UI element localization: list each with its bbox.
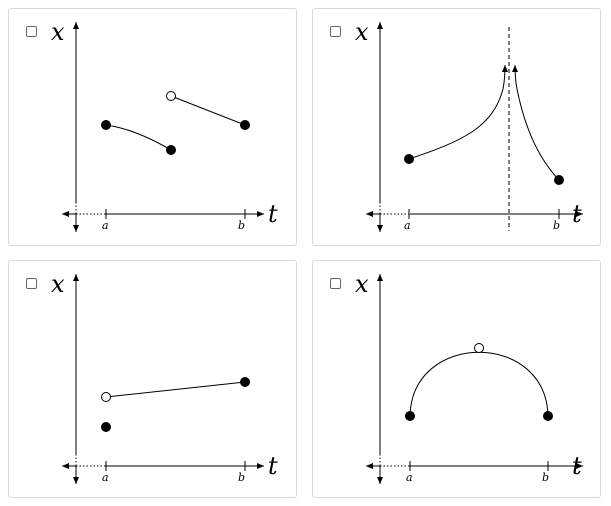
answer-option-d[interactable]: a b x t <box>312 260 601 498</box>
filled-point <box>554 175 564 185</box>
open-point <box>101 392 111 402</box>
filled-point <box>240 377 250 387</box>
y-axis-label: x <box>51 18 65 46</box>
graph-b: a b x t <box>355 18 583 232</box>
curve-right <box>512 64 560 181</box>
tick-b-label: b <box>542 471 549 484</box>
segment-1 <box>105 124 172 151</box>
x-axis-label: t <box>572 200 582 228</box>
answer-option-b[interactable]: a b x t <box>312 8 601 246</box>
x-axis-label: t <box>572 452 582 480</box>
filled-point <box>166 145 176 155</box>
y-axis-label: x <box>355 270 369 298</box>
option-a-checkbox[interactable] <box>26 26 37 37</box>
x-axis-label: t <box>268 452 278 480</box>
graph-d: a b x t <box>355 270 583 484</box>
filled-point <box>543 411 553 421</box>
filled-point <box>101 422 111 432</box>
answer-option-a[interactable]: a b x t <box>8 8 297 246</box>
open-point <box>474 343 484 353</box>
filled-point <box>101 120 111 130</box>
y-axis-label: x <box>355 18 369 46</box>
tick-a-label: a <box>102 471 109 484</box>
tick-a-label: a <box>102 219 109 232</box>
tick-b-label: b <box>553 219 560 232</box>
tick-b-label: b <box>238 471 245 484</box>
y-axis-label: x <box>51 270 65 298</box>
segment <box>105 381 246 398</box>
answer-option-c[interactable]: a b x t <box>8 260 297 498</box>
option-d-checkbox[interactable] <box>330 278 341 289</box>
open-point <box>166 91 176 101</box>
filled-point <box>405 411 415 421</box>
tick-a-label: a <box>404 219 411 232</box>
filled-point <box>404 154 414 164</box>
curve-left <box>408 64 508 160</box>
option-b-checkbox[interactable] <box>330 26 341 37</box>
tick-b-label: b <box>238 219 245 232</box>
graph-a: a b x t <box>51 18 278 232</box>
graph-c: a b x t <box>51 270 278 484</box>
option-c-checkbox[interactable] <box>26 278 37 289</box>
tick-a-label: a <box>406 471 413 484</box>
filled-point <box>240 120 250 130</box>
segment-2 <box>170 95 246 126</box>
x-axis-label: t <box>268 200 278 228</box>
arch-curve <box>409 351 549 417</box>
